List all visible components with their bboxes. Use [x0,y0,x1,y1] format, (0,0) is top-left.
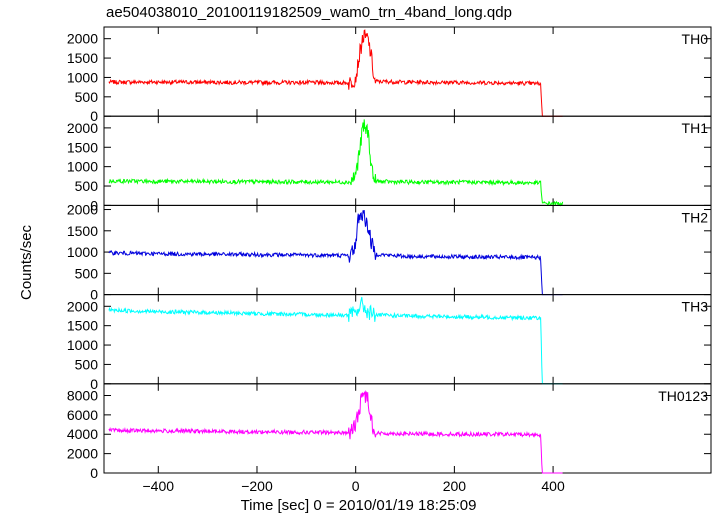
x-tick-label: 0 [352,478,360,494]
y-tick-label: 1000 [67,69,98,85]
series-label: TH2 [682,209,709,225]
panel-frame [103,26,712,117]
series-label: TH3 [682,299,709,315]
y-tick-label: 1000 [67,337,98,353]
y-tick-label: 1000 [67,244,98,260]
x-tick-label: −400 [143,478,175,494]
y-tick-label: 1500 [67,318,98,334]
panel-frame [103,294,712,385]
y-tick-label: 1500 [67,50,98,66]
series-line [108,296,563,385]
y-tick-label: 6000 [67,407,98,423]
y-tick-label: 500 [75,265,99,281]
y-tick-label: 0 [90,108,98,124]
x-tick-label: 200 [443,478,467,494]
y-tick-label: 8000 [67,387,98,403]
series-label: TH0123 [658,388,708,404]
x-axis-label: Time [sec] 0 = 2010/01/19 18:25:09 [240,497,477,514]
y-tick-label: 2000 [67,120,98,136]
panel-frame [103,204,712,296]
y-tick-label: 1000 [67,159,98,175]
series-label: TH0 [682,31,709,47]
y-tick-label: 2000 [67,202,98,218]
series-label: TH1 [682,120,709,136]
y-tick-label: 500 [75,89,99,105]
y-tick-label: 0 [90,197,98,213]
y-tick-label: 0 [90,287,98,303]
y-tick-label: 1500 [67,139,98,155]
series-line [108,390,563,474]
y-tick-label: 500 [75,356,99,372]
y-tick-label: 2000 [67,298,98,314]
y-tick-label: 500 [75,178,99,194]
series-line [108,119,564,207]
y-tick-label: 2000 [67,446,98,462]
series-line [108,29,563,117]
x-tick-label: 400 [541,478,565,494]
series-line [108,210,563,296]
y-tick-label: 4000 [67,426,98,442]
panel-frame [103,383,712,474]
y-tick-label: 0 [90,376,98,392]
x-tick-label: −200 [241,478,273,494]
y-tick-label: 0 [90,465,98,481]
panel-frame [103,115,712,206]
y-tick-label: 1500 [67,223,98,239]
y-tick-label: 2000 [67,31,98,47]
chart-title: ae504038010_20100119182509_wam0_trn_4ban… [106,4,512,21]
